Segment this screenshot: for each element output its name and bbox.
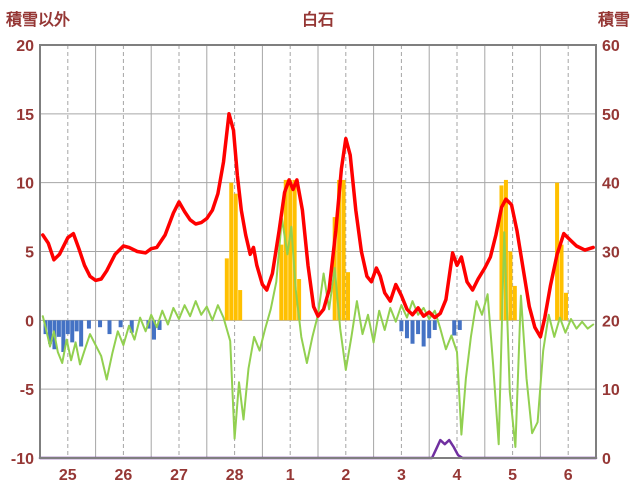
svg-text:26: 26 [115,467,133,484]
svg-text:6: 6 [564,467,573,484]
chart-title: 白石 [301,12,334,29]
svg-text:10: 10 [602,382,620,399]
svg-text:0: 0 [602,451,611,468]
svg-text:3: 3 [397,467,406,484]
svg-text:15: 15 [16,107,34,124]
svg-text:-5: -5 [20,382,34,399]
series-red-line [41,112,595,339]
svg-text:28: 28 [226,467,244,484]
svg-text:40: 40 [602,176,620,193]
series-green-line [41,217,595,448]
svg-text:27: 27 [170,467,188,484]
gridlines [39,44,597,459]
svg-text:1: 1 [286,467,295,484]
svg-text:20: 20 [602,313,620,330]
svg-text:4: 4 [453,467,462,484]
plot-border [39,44,597,459]
svg-text:60: 60 [602,38,620,55]
svg-text:30: 30 [602,245,620,262]
right-axis-title: 積雪 [597,12,630,29]
svg-text:25: 25 [59,467,77,484]
svg-text:5: 5 [25,245,34,262]
svg-text:2: 2 [341,467,350,484]
svg-text:-10: -10 [11,451,34,468]
svg-text:20: 20 [16,38,34,55]
svg-text:10: 10 [16,176,34,193]
svg-text:50: 50 [602,107,620,124]
svg-text:0: 0 [25,313,34,330]
svg-text:5: 5 [508,467,517,484]
left-axis-title: 積雪以外 [6,12,71,29]
